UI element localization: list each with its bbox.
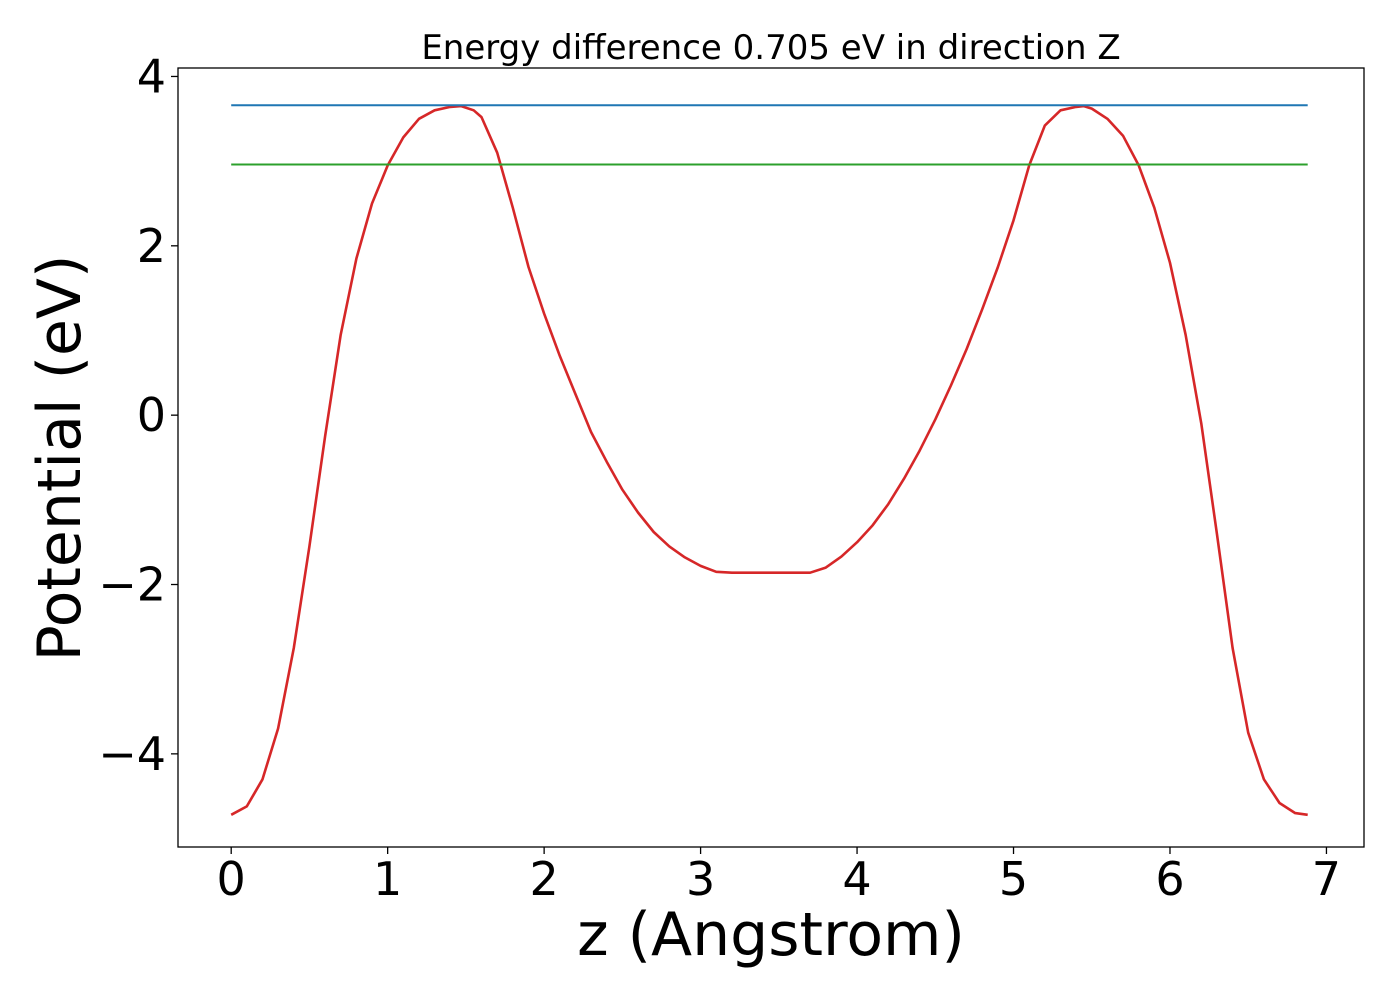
x-tick-label: 6 bbox=[1155, 852, 1184, 906]
y-tick-label: −4 bbox=[98, 727, 166, 781]
plot-frame bbox=[177, 67, 1365, 848]
x-tick-label: 7 bbox=[1312, 852, 1341, 906]
x-tick-label: 3 bbox=[686, 852, 715, 906]
x-axis-label: z (Angstrom) bbox=[577, 900, 965, 970]
y-tick-label: 2 bbox=[137, 219, 166, 273]
x-tick-label: 1 bbox=[373, 852, 402, 906]
x-tick-label: 2 bbox=[529, 852, 558, 906]
y-axis-label: Potential (eV) bbox=[25, 255, 95, 662]
x-axis: 0 1 2 3 4 5 6 7 bbox=[217, 847, 1341, 906]
x-tick-label: 5 bbox=[999, 852, 1028, 906]
series-line-1 bbox=[230, 104, 1308, 817]
y-tick-label: 0 bbox=[137, 388, 166, 442]
series-layer bbox=[230, 104, 1308, 817]
y-axis: −4 −2 0 2 4 bbox=[98, 49, 178, 781]
x-tick-label: 4 bbox=[842, 852, 871, 906]
y-tick-label: −2 bbox=[98, 558, 166, 612]
x-tick-label: 0 bbox=[217, 852, 246, 906]
y-tick-label: 4 bbox=[137, 49, 166, 103]
chart-title: Energy difference 0.705 eV in direction … bbox=[421, 28, 1120, 68]
